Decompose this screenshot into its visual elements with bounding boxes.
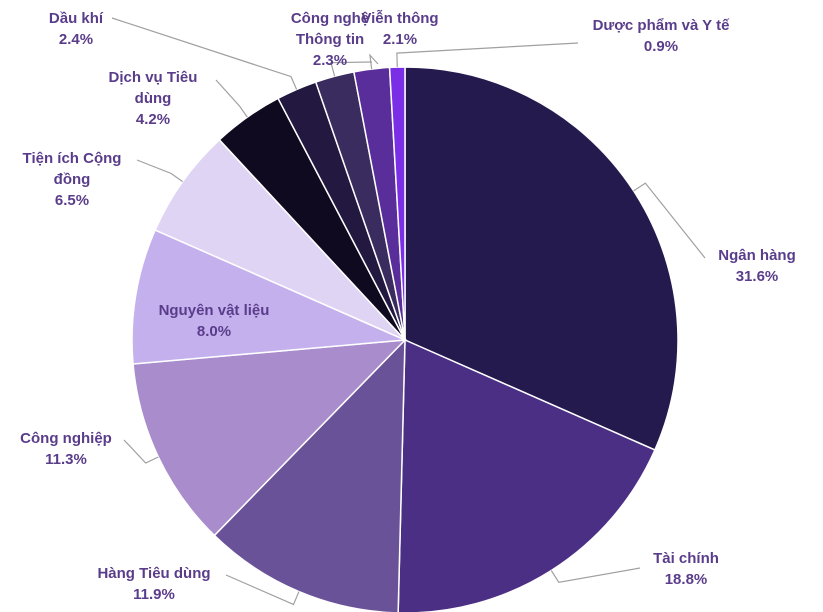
pie-slice <box>213 338 406 612</box>
slice-value: 0.9% <box>643 38 679 55</box>
slice-name: Dầu khí <box>48 10 104 27</box>
slice-value: 18.8% <box>664 571 708 588</box>
slice-value: 2.3% <box>312 52 348 69</box>
slice-label: Hàng Tiêu dùng 11.9% <box>74 563 234 605</box>
leader-line <box>123 439 159 464</box>
leader-line <box>633 182 706 259</box>
leader-line <box>396 42 579 68</box>
slice-label: Dầu khí 2.4% <box>36 8 116 50</box>
pie-slice <box>388 66 406 341</box>
slice-name: Viễn thông <box>361 10 439 27</box>
leader-line <box>215 79 248 118</box>
slice-name: Hàng Tiêu dùng <box>97 565 211 582</box>
slice-name: Công nghiệp <box>20 430 112 447</box>
pie-slice <box>131 229 406 365</box>
slice-label: Tiện ích Cộng đồng 6.5% <box>7 148 137 211</box>
slice-label: Dược phẩm và Y tế 0.9% <box>586 15 736 57</box>
leader-line <box>136 159 183 183</box>
slice-value: 6.5% <box>54 192 90 209</box>
slice-name: Dịch vụ Tiêu dùng <box>108 69 198 107</box>
slice-value: 2.1% <box>382 31 418 48</box>
pie-slice <box>404 66 679 451</box>
slice-name: Công nghệ Thông tin <box>290 10 370 48</box>
slice-name: Ngân hàng <box>718 247 796 264</box>
slice-name: Tài chính <box>653 550 719 567</box>
leader-line <box>550 567 641 583</box>
slice-label: Dịch vụ Tiêu dùng 4.2% <box>93 67 213 130</box>
slice-value: 4.2% <box>135 111 171 128</box>
slice-label: Công nghiệp 11.3% <box>6 428 126 470</box>
slice-label: Ngân hàng 31.6% <box>707 245 807 287</box>
slice-value: 11.9% <box>133 586 175 603</box>
slice-name: Nguyên vật liệu <box>158 302 270 319</box>
leader-line <box>369 53 379 70</box>
slice-label: Nguyên vật liệu 8.0% <box>139 300 289 342</box>
leader-line <box>111 17 298 90</box>
slice-label: Công nghệ Thông tin 2.3% <box>280 8 380 71</box>
leader-line <box>330 61 373 77</box>
pie-slice <box>132 339 407 537</box>
pie-slice <box>154 138 406 341</box>
slice-label: Viễn thông 2.1% <box>350 8 450 50</box>
slice-value: 11.3% <box>45 451 87 468</box>
slice-name: Dược phẩm và Y tế <box>592 17 730 34</box>
slice-label: Tài chính 18.8% <box>636 548 736 590</box>
slice-value: 31.6% <box>735 268 779 285</box>
slice-name: Tiện ích Cộng đồng <box>22 150 122 188</box>
slice-value: 8.0% <box>196 323 232 340</box>
slice-value: 2.4% <box>58 31 94 48</box>
leader-line <box>225 574 300 606</box>
